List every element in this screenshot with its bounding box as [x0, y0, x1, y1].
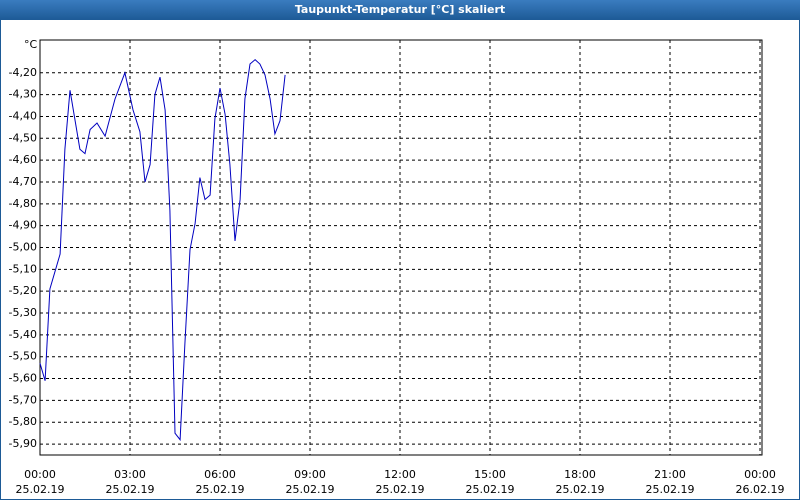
y-tick-label: -5,30 — [9, 306, 37, 319]
y-tick-label: -5,40 — [9, 328, 37, 341]
x-tick-label: 25.02.19 — [196, 483, 245, 496]
y-tick-label: -5,20 — [9, 284, 37, 297]
y-tick-label: -5,80 — [9, 415, 37, 428]
y-tick-label: -5,00 — [9, 241, 37, 254]
x-tick-label: 00:00 — [744, 468, 776, 481]
x-tick-label: 00:00 — [24, 468, 56, 481]
x-tick-label: 25.02.19 — [286, 483, 335, 496]
y-tick-label: -4,90 — [9, 219, 37, 232]
y-tick-label: -5,10 — [9, 262, 37, 275]
x-tick-label: 26.02.19 — [736, 483, 785, 496]
x-tick-label: 21:00 — [654, 468, 686, 481]
y-tick-label: -5,50 — [9, 350, 37, 363]
y-tick-label: -5,60 — [9, 372, 37, 385]
x-tick-label: 06:00 — [204, 468, 236, 481]
y-tick-label: -4,30 — [9, 88, 37, 101]
y-tick-label: -4,70 — [9, 175, 37, 188]
y-tick-label: -4,50 — [9, 131, 37, 144]
x-tick-label: 25.02.19 — [16, 483, 65, 496]
x-tick-label: 25.02.19 — [466, 483, 515, 496]
data-line — [39, 58, 286, 442]
x-tick-label: 25.02.19 — [646, 483, 695, 496]
y-tick-label: -4,60 — [9, 153, 37, 166]
y-unit: °C — [24, 38, 38, 51]
y-tick-label: -5,70 — [9, 393, 37, 406]
y-tick-label: -4,40 — [9, 109, 37, 122]
x-tick-label: 09:00 — [294, 468, 326, 481]
x-tick-label: 25.02.19 — [556, 483, 605, 496]
title-bar — [0, 0, 800, 20]
y-tick-label: -4,80 — [9, 197, 37, 210]
x-tick-label: 25.02.19 — [376, 483, 425, 496]
y-tick-label: -4,20 — [9, 66, 37, 79]
y-tick-label: -5,90 — [9, 437, 37, 450]
x-tick-label: 15:00 — [474, 468, 506, 481]
x-tick-label: 12:00 — [384, 468, 416, 481]
chart-title: Taupunkt-Temperatur [°C] skaliert — [295, 3, 505, 16]
x-tick-label: 18:00 — [564, 468, 596, 481]
x-tick-label: 03:00 — [114, 468, 146, 481]
x-tick-label: 25.02.19 — [106, 483, 155, 496]
